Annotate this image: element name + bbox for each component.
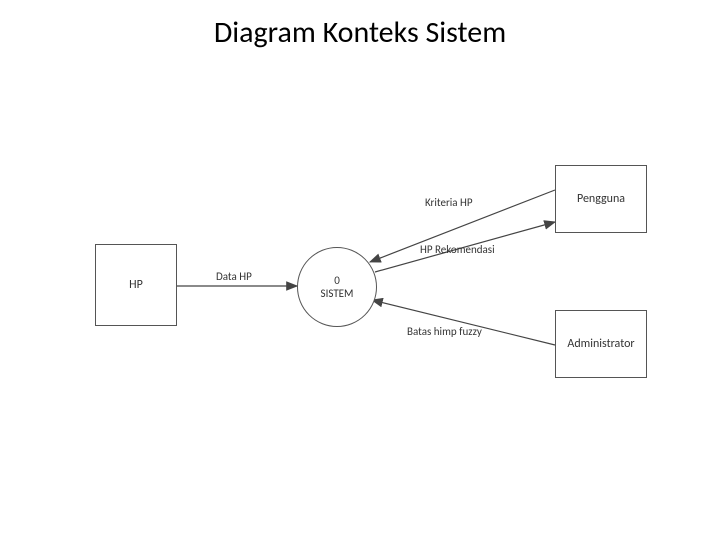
flow-label-hp-rekomendasi: HP Rekomendasi [420,243,495,256]
entity-administrator-label: Administrator [567,337,634,351]
flow-label-data-hp: Data HP [216,270,252,283]
edge-batas-himp-fuzzy [372,300,555,345]
entity-hp: HP [95,244,177,326]
entity-pengguna: Pengguna [555,165,647,233]
process-sistem: 0 SISTEM [297,247,377,327]
entity-administrator: Administrator [555,310,647,378]
process-sistem-label: SISTEM [321,287,354,300]
flow-label-kriteria-hp: Kriteria HP [425,196,473,209]
entity-pengguna-label: Pengguna [577,192,625,206]
flow-label-batas-himp-fuzzy: Batas himp fuzzy [407,325,482,338]
process-sistem-id: 0 [334,274,340,287]
entity-hp-label: HP [129,278,143,292]
